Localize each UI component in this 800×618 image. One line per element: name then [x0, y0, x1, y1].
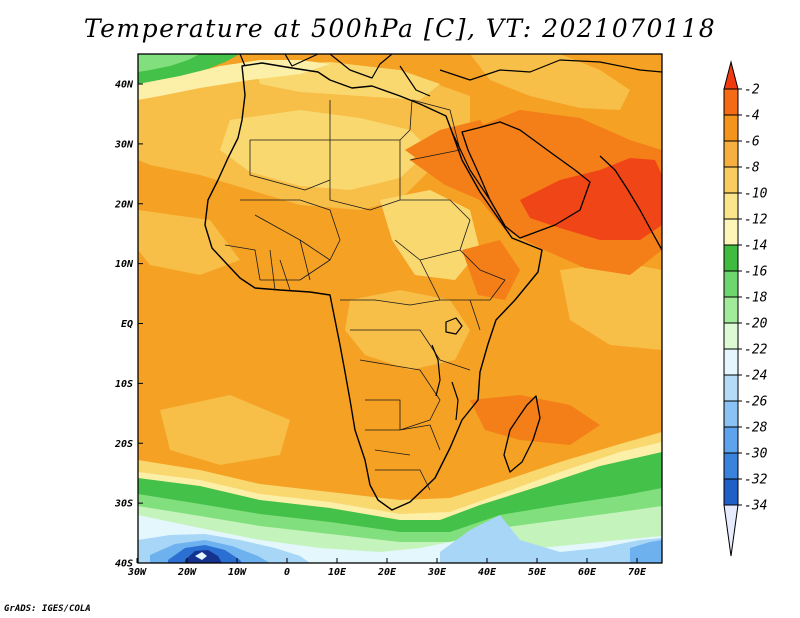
colorbar-label: -18 [744, 291, 768, 306]
longitude-axis: 30W 20W 10W 0 10E 20E 30E 40E 50E 60E 70E [127, 558, 647, 578]
field-southeast-blue-light [440, 515, 662, 563]
lat-tick-label: 40N [115, 80, 134, 91]
chart-title: Temperature at 500hPa [C], VT: 202107011… [83, 14, 717, 43]
lon-tick-label: 20W [177, 567, 197, 578]
colorbar-label: -14 [744, 239, 767, 254]
temperature-field [138, 54, 662, 563]
lat-tick-label: 20N [114, 199, 134, 210]
map-frame [137, 53, 663, 564]
colorbar-label: -6 [744, 135, 760, 150]
colorbar-label: -28 [744, 421, 768, 436]
field-west-light [138, 210, 240, 275]
field-sahel-yellow [380, 190, 480, 280]
africa-coastline [204, 62, 543, 511]
lat-tick-label: 20S [114, 439, 133, 450]
red-sea-coast [451, 131, 506, 227]
colorbar-label: -34 [744, 499, 767, 514]
lon-tick-label: 40E [478, 567, 497, 578]
colorbar-label: -12 [744, 213, 768, 228]
colorbar-label: -22 [744, 343, 768, 358]
lon-tick-label: 30E [427, 567, 447, 578]
colorbar-swatch [723, 114, 739, 142]
lon-tick-label: 20E [377, 567, 397, 578]
lake-tanganyika [431, 344, 459, 421]
lat-tick-label: 10S [115, 379, 133, 390]
colorbar-swatch [723, 374, 739, 402]
colorbar-label: -16 [744, 265, 768, 280]
lon-tick-label: 70E [628, 567, 647, 578]
colorbar-swatch [723, 88, 739, 116]
lon-tick-label: 30W [127, 567, 147, 578]
field-north-pale [138, 60, 330, 100]
field-south-yellow [138, 432, 662, 514]
field-northeast-light [470, 54, 630, 110]
colorbar-swatch [723, 192, 739, 220]
lon-tick-label: 10W [228, 567, 247, 578]
arabia-coastline [461, 121, 591, 239]
colorbar-swatch [723, 244, 739, 272]
latitude-axis: 40N 30N 20N 10N EQ 10S 20S 30S 40S [114, 80, 143, 570]
colorbar-swatch [723, 400, 739, 428]
colorbar-label: -20 [744, 317, 768, 332]
lat-tick-label: 30N [114, 139, 134, 150]
colorbar-label: -4 [744, 109, 760, 124]
colorbar-bottom-triangle [723, 504, 739, 557]
colorbar-swatch [723, 426, 739, 454]
colorbar-label: -24 [744, 369, 767, 384]
colorbar-label: -32 [744, 473, 768, 488]
field-arabia-red [520, 158, 662, 240]
india-coastline [599, 155, 662, 251]
field-northwest-green-light [138, 54, 200, 72]
field-indian-ocean-light [560, 262, 662, 350]
lat-tick-label: EQ [121, 319, 133, 330]
colorbar-label: -8 [744, 161, 760, 176]
country-borders [224, 99, 506, 491]
lat-tick-label: 10N [115, 259, 134, 270]
field-south-atlantic-light [160, 395, 290, 465]
colorbar-swatch [723, 452, 739, 480]
colorbar-label: -2 [744, 83, 760, 98]
colorbar-swatch [723, 478, 739, 506]
grads-credit: GrADS: IGES/COLA [4, 604, 91, 614]
field-southeast-blue [630, 540, 662, 563]
colorbar-swatch [723, 296, 739, 324]
lake-victoria [445, 317, 463, 335]
field-sahara-yellow [220, 110, 430, 190]
lon-tick-label: 50E [528, 567, 547, 578]
colorbar-swatch [723, 322, 739, 350]
lon-tick-label: 10E [328, 567, 347, 578]
colorbar-swatch [723, 166, 739, 194]
colorbar-swatch [723, 348, 739, 376]
field-east-africa-dark [462, 240, 520, 300]
field-egypt-dark [405, 120, 490, 168]
lon-tick-label: 0 [284, 567, 290, 578]
colorbar-label: -30 [744, 447, 768, 462]
europe-coastline [239, 54, 662, 97]
field-madagascar-dark [470, 395, 600, 445]
colorbar-swatch [723, 218, 739, 246]
lon-tick-label: 60E [578, 567, 597, 578]
field-south-ice-core [195, 552, 207, 560]
lat-tick-label: 40S [115, 559, 133, 570]
colorbar-label: -10 [744, 187, 768, 202]
colorbar-top-triangle [723, 60, 739, 90]
colorbar-label: -26 [744, 395, 768, 410]
lat-tick-label: 30S [114, 499, 133, 510]
colorbar-swatch [723, 270, 739, 298]
colorbar: -2 -4 -6 -8 -10 -12 -14 -16 -18 -20 -22 -24 -26 -28 -3… [723, 60, 768, 557]
madagascar-coastline [503, 395, 541, 473]
colorbar-swatch [723, 140, 739, 168]
